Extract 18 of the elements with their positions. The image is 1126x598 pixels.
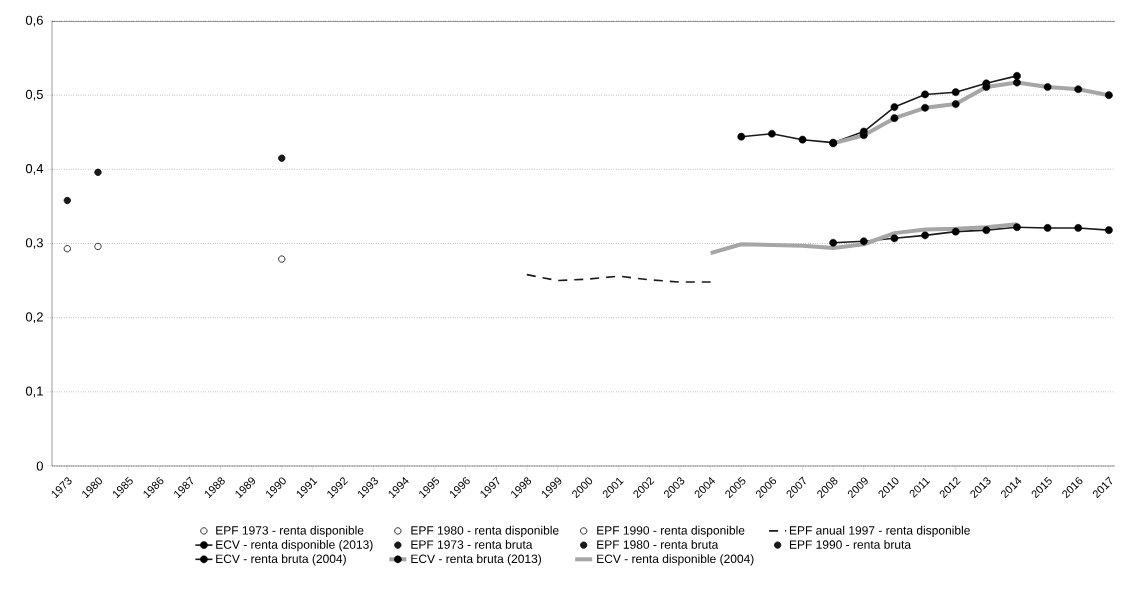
y-tick-label: 0,3 bbox=[25, 238, 43, 249]
y-tick-label: 0 bbox=[36, 461, 43, 471]
legend-label: EPF 1990 - renta bruta bbox=[789, 540, 912, 549]
legend-label: ECV - renta bruta (2013) bbox=[411, 554, 542, 566]
legend-label: EPF anual 1997 - renta disponible bbox=[789, 525, 970, 538]
legend-label: EPF 1973 - renta disponible bbox=[216, 525, 364, 538]
legend-label: EPF 1973 - renta bruta bbox=[411, 540, 533, 549]
legend-label: EPF 1980 - renta bruta bbox=[597, 540, 719, 549]
y-tick-label: 0,6 bbox=[25, 15, 43, 27]
legend-label: ECV - renta bruta (2004) bbox=[216, 554, 346, 566]
legend-label: EPF 1980 - renta disponible bbox=[411, 525, 559, 538]
y-tick-label: 0,2 bbox=[25, 312, 43, 324]
y-tick-label: 0,1 bbox=[25, 386, 43, 398]
legend-label: EPF 1990 - renta disponible bbox=[597, 525, 745, 538]
y-tick-label: 0,4 bbox=[25, 163, 44, 175]
legend-label: ECV - renta disponible (2013) bbox=[216, 540, 373, 552]
legend-label: ECV - renta disponible (2004) bbox=[597, 554, 754, 566]
y-tick-label: 0,5 bbox=[25, 89, 43, 101]
